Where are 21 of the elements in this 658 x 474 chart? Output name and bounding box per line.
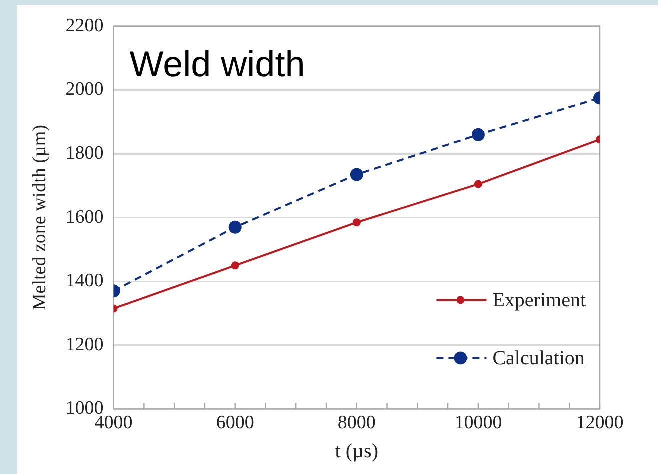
y-tick-label: 2000 (66, 79, 104, 100)
y-axis-title: Melted zone width (µm) (29, 125, 50, 311)
point (474, 180, 482, 188)
point (352, 218, 361, 227)
point (228, 220, 242, 234)
x-tick-label: 8000 (338, 412, 376, 434)
y-tick-label: 2200 (66, 15, 104, 36)
x-tick-label: 12000 (576, 412, 624, 434)
point (472, 128, 485, 142)
x-tick-label: 6000 (216, 412, 254, 434)
y-tick-label: 1400 (66, 270, 104, 292)
legend-label: Calculation (492, 347, 585, 370)
x-tick-label: 10000 (454, 412, 502, 434)
point (231, 262, 240, 270)
y-tick-label: 1600 (66, 206, 104, 228)
legend-label: Experiment (492, 289, 586, 312)
text: Weld width (130, 43, 306, 84)
y-tick-label: 1200 (66, 334, 104, 356)
point (350, 168, 364, 182)
x-axis-title: t (µs) (335, 440, 378, 462)
y-tick-label: 1800 (66, 142, 104, 164)
